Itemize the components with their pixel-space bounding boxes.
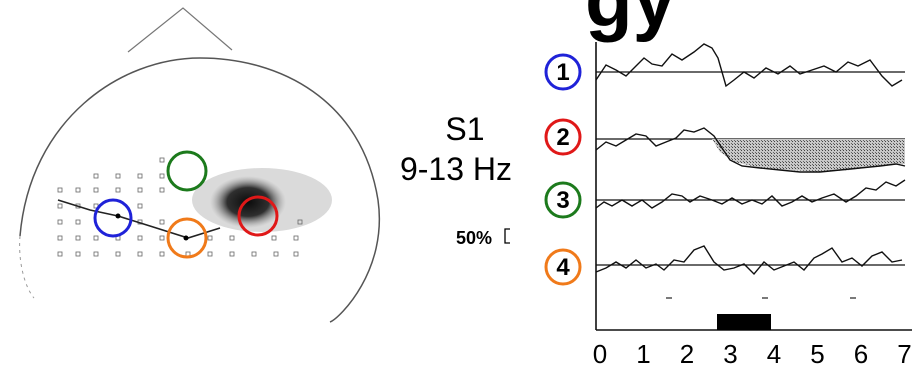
- trace-label-ring: [544, 248, 582, 286]
- electrode-dot: [75, 235, 81, 241]
- trace-label-ring: [544, 118, 582, 156]
- trace-label-4: 4: [544, 248, 582, 286]
- electrode-dot: [159, 173, 165, 179]
- head-marker-2: [237, 195, 279, 237]
- activation-spot: [210, 176, 286, 228]
- head-outline: [19, 57, 381, 323]
- electrode-dot: [207, 235, 213, 241]
- electrode-dot: [75, 219, 81, 225]
- electrode-dot: [75, 251, 81, 257]
- scale-label: 50%: [456, 228, 492, 248]
- time-tick-label: 1: [636, 339, 650, 368]
- scale-bracket: [504, 228, 510, 244]
- trace-3-waveform: [595, 179, 906, 209]
- trace-label-1: 1: [544, 53, 582, 91]
- head-marker-4: [166, 217, 208, 259]
- electrode-marker-dot: [115, 213, 121, 219]
- electrode-dot: [229, 251, 235, 257]
- electrode-dot: [93, 173, 99, 179]
- trace-labels: 1 2 3 4: [544, 53, 582, 286]
- title-fragment: gy: [585, 0, 676, 43]
- electrode-dot: [75, 187, 81, 193]
- electrode-dot: [93, 235, 99, 241]
- electrode-dot: [115, 251, 121, 257]
- head-map: [19, 7, 381, 323]
- trace-4-waveform: [595, 245, 903, 276]
- electrode-dot: [137, 251, 143, 257]
- electrode-dot: [57, 203, 63, 209]
- trace-2-waveform: [595, 127, 906, 173]
- trace-label-ring: [544, 181, 582, 219]
- trace-label-ring: [544, 53, 582, 91]
- electrode-dot: [293, 251, 299, 257]
- traces-panel: [595, 42, 912, 331]
- band-label: 9-13 Hz: [400, 151, 512, 187]
- electrode-dot: [271, 235, 277, 241]
- electrode-marker-dot: [183, 235, 189, 241]
- electrode-dot: [137, 173, 143, 179]
- stimulus-bar: [717, 314, 771, 330]
- electrode-dot: [229, 235, 235, 241]
- head-outline-left: [19, 235, 35, 299]
- subject-label: S1: [445, 111, 484, 147]
- time-tick-label: 0: [593, 339, 607, 368]
- electrode-dot: [115, 173, 121, 179]
- time-tick-label: 4: [767, 339, 781, 368]
- electrode-dot: [159, 187, 165, 193]
- trace-label-number: 1: [556, 59, 569, 86]
- electrode-dot: [251, 251, 257, 257]
- trace-1-waveform: [595, 43, 903, 88]
- trace-label-3: 3: [544, 181, 582, 219]
- electrode-dot: [273, 251, 279, 257]
- electrode-dot: [93, 251, 99, 257]
- projection-line: [57, 199, 221, 239]
- electrode-dot: [159, 251, 165, 257]
- electrode-dot: [159, 219, 165, 225]
- electrode-dot: [57, 235, 63, 241]
- time-axis-ticks: 01234567s: [593, 339, 912, 368]
- head-nose: [127, 7, 233, 53]
- time-tick-label: 2: [680, 339, 694, 368]
- electrode-dot: [57, 187, 63, 193]
- electrode-dot: [137, 203, 143, 209]
- electrode-grid: [57, 157, 303, 257]
- electrode-dot: [137, 235, 143, 241]
- head-marker-3: [166, 150, 208, 192]
- trace-2-erd-shading: [712, 139, 905, 172]
- time-tick-label: 7: [897, 339, 911, 368]
- electrode-dot: [57, 251, 63, 257]
- trace-label-number: 3: [556, 187, 569, 214]
- time-tick-label: 3: [723, 339, 737, 368]
- electrode-dot: [57, 219, 63, 225]
- trace-label-2: 2: [544, 118, 582, 156]
- electrode-dot: [207, 251, 213, 257]
- time-tick-label: 6: [854, 339, 868, 368]
- trace-label-number: 4: [556, 254, 570, 281]
- electrode-dot: [115, 187, 121, 193]
- electrode-dot: [297, 219, 303, 225]
- trace-label-number: 2: [556, 124, 569, 151]
- electrode-dot: [293, 235, 299, 241]
- time-tick-label: 5: [810, 339, 824, 368]
- electrode-dot: [93, 187, 99, 193]
- head-marker-1: [93, 198, 133, 238]
- electrode-dot: [159, 235, 165, 241]
- electrode-dot: [159, 157, 165, 163]
- electrode-dot: [137, 187, 143, 193]
